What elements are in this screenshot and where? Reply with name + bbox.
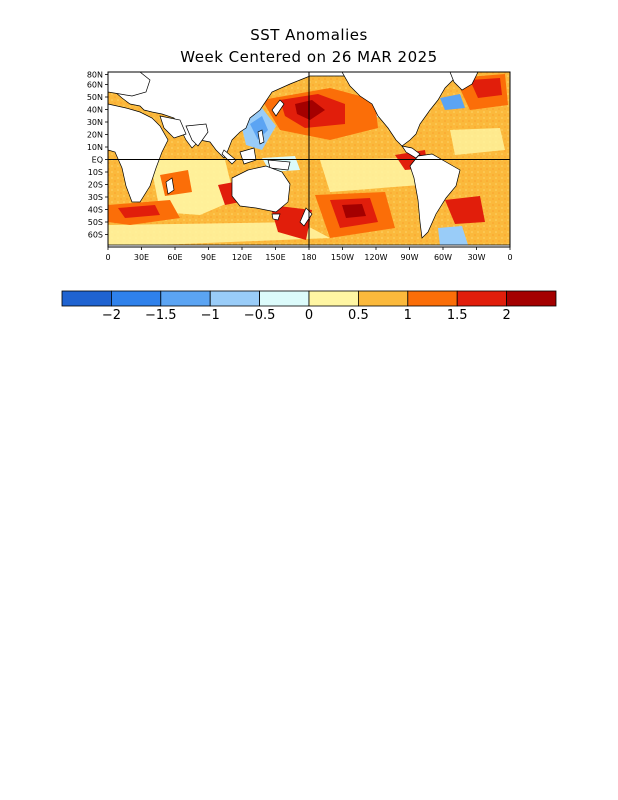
lat-tick-label: 50N [87, 93, 103, 102]
lon-tick-label: 30W [467, 253, 485, 262]
anomaly-zone-natl-light [450, 128, 505, 155]
lon-tick-label: 180 [301, 253, 316, 262]
colorbar-tick-label: 0 [305, 308, 313, 323]
lon-tick-label: 30E [134, 253, 149, 262]
anomaly-zone-south-atlantic-warm [445, 196, 485, 224]
map-subtitle: Week Centered on 26 MAR 2025 [180, 48, 438, 66]
land-south-america [409, 153, 461, 239]
anomaly-zone-southern-light [108, 222, 330, 247]
colorbar-swatch [308, 290, 359, 307]
anomaly-zone-nw-atlantic-cool [440, 94, 465, 110]
land-sumatra [221, 149, 237, 165]
anomaly-zone-china-sea-cool-core [250, 116, 268, 140]
colorbar-swatch [506, 290, 557, 307]
longitude-axis: 0 30E 60E 90E 120E 150E 180 150W 120W 90W 60W 30W 0 [105, 247, 513, 262]
land-europe [108, 72, 151, 97]
lon-tick-label: 90W [400, 253, 418, 262]
colorbar-tick-label: 2 [502, 308, 510, 323]
lon-tick-label: 90E [201, 253, 216, 262]
colorbar-swatch [160, 290, 211, 307]
lat-tick-label: 40N [87, 106, 103, 115]
land-eurasia [108, 72, 421, 159]
colorbar-swatch [259, 290, 310, 307]
colorbar-tick-label: 0.5 [348, 308, 369, 323]
lat-tick-label: EQ [92, 156, 103, 165]
colorbar-tick-label: −0.5 [244, 308, 276, 323]
lon-tick-label: 120E [232, 253, 252, 262]
lat-tick-label: 30S [88, 193, 103, 202]
colorbar-swatch [111, 290, 162, 307]
lat-tick-label: 10N [87, 143, 103, 152]
land-india [185, 123, 209, 147]
colorbar-tick-label: −1 [201, 308, 220, 323]
lat-tick-label: 20N [87, 131, 103, 140]
land-philippines [257, 129, 265, 145]
lon-tick-label: 150E [265, 253, 285, 262]
colorbar-swatch [209, 290, 260, 307]
anomaly-zone-epac-light [320, 158, 420, 192]
land-new-guinea [267, 159, 291, 171]
land-tasmania [271, 213, 281, 221]
land-arabia [159, 115, 187, 139]
land-greenland [449, 72, 479, 91]
colorbar-swatch [456, 290, 508, 307]
anomaly-zone-north-pacific-core [295, 100, 325, 120]
anomaly-zone-tasman-warm [270, 205, 312, 240]
colorbar-tick-label: −1.5 [145, 308, 177, 323]
land-masses [108, 72, 510, 247]
land-australia [231, 165, 291, 213]
lon-tick-label: 120W [364, 253, 387, 262]
lon-tick-label: 0 [507, 253, 512, 262]
lat-tick-label: 50S [88, 218, 103, 227]
colorbar: −2 −1.5 −1 −0.5 0 0.5 1 1.5 2 [61, 290, 557, 323]
lon-tick-label: 60E [167, 253, 182, 262]
map-title: SST Anomalies [250, 26, 368, 44]
colorbar-tick-label: 1 [404, 308, 412, 323]
lon-tick-label: 0 [105, 253, 110, 262]
colorbar-tick-label: −2 [102, 308, 121, 323]
lat-tick-label: 40S [88, 206, 103, 215]
anomaly-zone-south-indian-hot [118, 205, 160, 218]
lon-tick-label: 60W [434, 253, 452, 262]
colorbar-tick-label: 1.5 [447, 308, 468, 323]
lat-tick-label: 60S [88, 231, 103, 240]
colorbar-swatch [61, 290, 112, 307]
land-north-america [341, 72, 461, 147]
lon-tick-label: 150W [331, 253, 354, 262]
lat-tick-label: 60N [87, 81, 103, 90]
land-madagascar [165, 177, 175, 195]
land-japan [271, 99, 285, 117]
anomaly-zone-south-pacific-core [342, 204, 366, 218]
lat-tick-label: 30N [87, 118, 103, 127]
colorbar-swatch [407, 290, 458, 307]
anomaly-zone-sw-atlantic-cool [438, 226, 468, 246]
colorbar-swatch [357, 290, 409, 307]
anomaly-zone-natl-hot [470, 78, 502, 98]
lat-tick-label: 20S [88, 181, 103, 190]
lat-tick-label: 80N [87, 71, 103, 80]
lat-tick-label: 10S [88, 168, 103, 177]
